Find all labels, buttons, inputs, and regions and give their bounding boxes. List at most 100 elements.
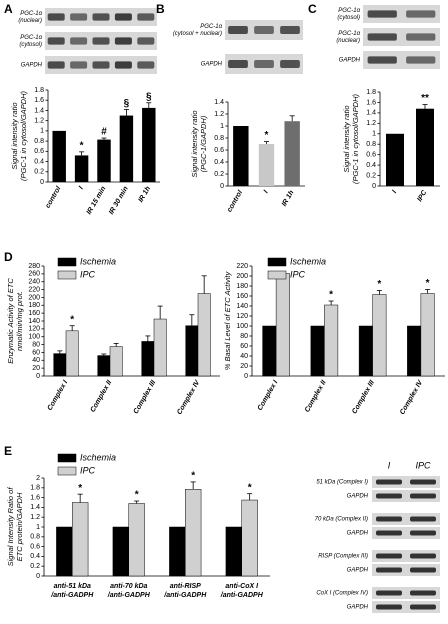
y-tick-label: 60 xyxy=(32,349,40,356)
annotation: # xyxy=(101,127,107,138)
y-tick-label: 1.2 xyxy=(34,118,44,125)
y-tick-label: 0 xyxy=(36,573,40,580)
annotation: ** xyxy=(421,93,429,104)
bar xyxy=(407,325,422,377)
y-tick-label: 1.4 xyxy=(34,107,44,114)
bar xyxy=(119,115,134,182)
error-bar xyxy=(77,493,83,503)
bar xyxy=(275,273,290,377)
legend-swatch xyxy=(57,270,77,280)
x-tick-label: Complex III xyxy=(133,379,158,416)
legend-label: IPC xyxy=(80,269,96,279)
bar xyxy=(416,108,434,186)
bar xyxy=(185,325,199,377)
blot-band xyxy=(70,13,88,21)
legend-swatch xyxy=(57,257,77,267)
y-tick-label: 0.8 xyxy=(34,138,44,145)
y-tick-label: 160 xyxy=(28,310,40,317)
annotation: § xyxy=(146,91,152,102)
panel-letter: E xyxy=(4,444,12,458)
y-tick-label: 280 xyxy=(28,263,40,270)
y-axis-label: Signal intensity ratio xyxy=(190,110,199,177)
blot-band xyxy=(376,567,402,573)
blot xyxy=(363,28,440,46)
x-tick-label: Complex II xyxy=(90,379,114,414)
y-tick-label: 0.2 xyxy=(30,563,40,570)
x-tick-label: control xyxy=(226,189,244,214)
y-tick-label: 0.6 xyxy=(34,148,44,155)
blot-label: GAPDH xyxy=(339,58,361,64)
blot-band xyxy=(410,493,436,499)
error-bar xyxy=(157,305,163,320)
blot-band xyxy=(114,37,132,45)
error-bar xyxy=(247,493,253,501)
blot-band xyxy=(376,553,402,559)
y-tick-label: 1 xyxy=(220,123,224,130)
y-axis-label: (PGC-1 in cytosol/GAPDH) xyxy=(351,93,360,184)
x-tick-label: Complex IV xyxy=(399,378,425,416)
y-tick-label: 180 xyxy=(236,283,248,290)
y-tick-label: 260 xyxy=(28,271,40,278)
x-tick-label: anti-RISP xyxy=(170,583,201,590)
y-tick-label: 200 xyxy=(236,273,248,280)
blot-label: GAPDH xyxy=(347,568,369,574)
blot-label: (cytosol + nuclear) xyxy=(173,31,222,37)
blot-label: GAPDH xyxy=(201,62,223,68)
legend-label: Ischemia xyxy=(80,256,116,266)
blot-band xyxy=(376,590,402,596)
error-bar xyxy=(145,335,151,342)
y-tick-label: 1 xyxy=(372,131,376,138)
blot-band xyxy=(376,530,402,536)
blot-band xyxy=(92,13,110,21)
blot xyxy=(372,527,440,539)
y-tick-label: 1.2 xyxy=(366,120,376,127)
y-axis-label: Signal intensity ratio xyxy=(10,102,19,169)
bar xyxy=(65,330,79,377)
y-tick-label: 1.4 xyxy=(366,110,376,117)
bar xyxy=(324,304,339,377)
y-tick-label: 0 xyxy=(40,179,44,186)
bar xyxy=(109,346,123,377)
error-bar xyxy=(376,290,382,295)
y-tick-label: 1.4 xyxy=(214,99,224,106)
y-tick-label: 0.4 xyxy=(366,162,376,169)
y-axis-label: Signal Intensity Ratio of xyxy=(6,487,15,567)
y-tick-label: 1.6 xyxy=(30,494,40,501)
blot-label: GAPDH xyxy=(347,494,369,500)
blot-band xyxy=(410,567,436,573)
blot xyxy=(372,587,440,599)
blot xyxy=(372,476,440,488)
annotation: * xyxy=(191,471,195,482)
panel-letter: A xyxy=(4,2,13,16)
bar xyxy=(97,139,111,182)
blot-band xyxy=(228,60,248,68)
blot xyxy=(363,5,440,23)
y-tick-label: 220 xyxy=(28,286,40,293)
lane-label: IPC xyxy=(415,460,431,470)
y-tick-label: 180 xyxy=(28,302,40,309)
annotation: § xyxy=(124,98,130,109)
blot-band xyxy=(376,604,402,610)
y-tick-label: 0.6 xyxy=(366,152,376,159)
blot-band xyxy=(280,26,300,34)
blot-band xyxy=(410,530,436,536)
x-tick-label: IR 1h xyxy=(281,189,296,207)
blot-band xyxy=(410,553,436,559)
y-tick-label: 200 xyxy=(28,294,40,301)
y-tick-label: 80 xyxy=(240,333,248,340)
bar xyxy=(284,121,300,186)
y-tick-label: 0 xyxy=(244,373,248,380)
y-tick-label: 40 xyxy=(240,353,248,360)
y-tick-label: 1.6 xyxy=(366,99,376,106)
y-tick-label: 120 xyxy=(236,313,248,320)
y-tick-label: 1 xyxy=(36,524,40,531)
error-bar xyxy=(190,481,196,490)
error-bar xyxy=(123,109,129,116)
legend-label: Ischemia xyxy=(290,256,326,266)
bar xyxy=(153,318,167,377)
blot-label: (cytosol) xyxy=(337,15,360,21)
blot-band xyxy=(367,33,397,41)
error-bar xyxy=(79,151,85,156)
blot-band xyxy=(228,26,248,34)
blot-band xyxy=(47,13,65,21)
